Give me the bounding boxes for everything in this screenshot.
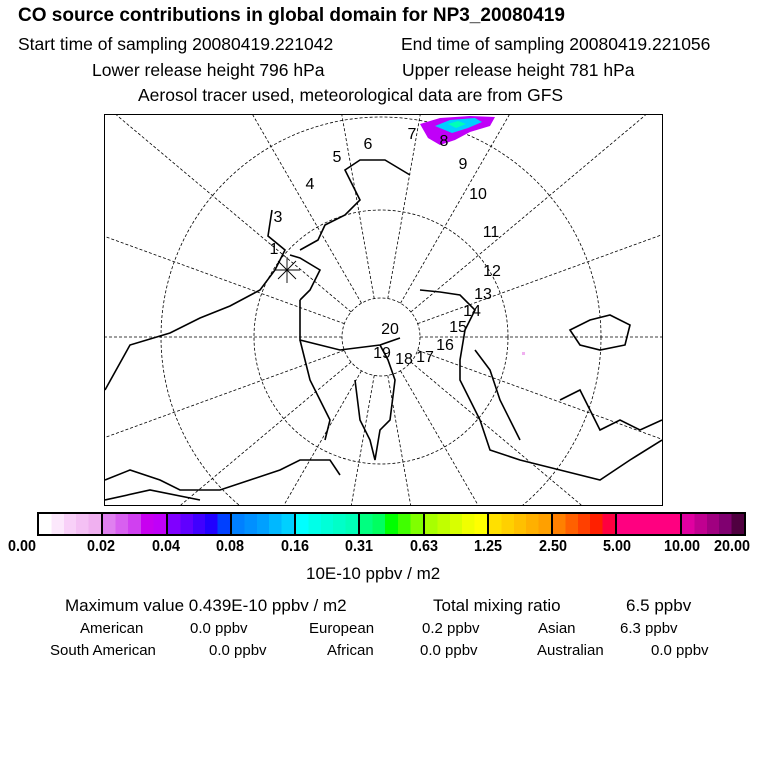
trajectory-label: 5 [333, 149, 342, 166]
region-value-american: 0.0 ppbv [190, 620, 248, 637]
region-name-asian: Asian [538, 620, 576, 637]
meridian-line [105, 349, 345, 438]
colorbar-segment [681, 514, 744, 534]
trajectory-label: 13 [474, 286, 492, 303]
max-value: Maximum value 0.439E-10 ppbv / m2 [65, 596, 347, 615]
meridian-line [387, 375, 412, 505]
total-mixing-label: Total mixing ratio [433, 596, 561, 615]
colorbar-tick-label: 0.16 [280, 538, 309, 555]
meridian-line [400, 115, 510, 304]
colorbar-tick-label: 0.00 [7, 538, 37, 555]
colorbar-tick-label: 20.00 [713, 538, 751, 555]
colorbar-segment [103, 514, 168, 534]
trajectory-label: 17 [416, 349, 434, 366]
trajectory-label: 10 [469, 186, 487, 203]
colorbar-tick-label: 0.31 [345, 538, 374, 555]
region-name-american: American [80, 620, 144, 637]
trajectory-label: 7 [408, 126, 417, 143]
trajectory-label: 14 [463, 303, 481, 320]
colorbar-segment [553, 514, 618, 534]
trajectory-label: 9 [459, 156, 468, 173]
colorbar-segment [231, 514, 297, 534]
region-name-australian: Australian [537, 642, 604, 659]
total-mixing-value: 6.5 ppbv [626, 596, 692, 615]
region-value-asian: 6.3 ppbv [620, 620, 678, 637]
region-name-south-american: South American [50, 642, 156, 659]
meridian-line [252, 115, 362, 304]
coastlines [105, 159, 662, 501]
colorbar-segment [39, 514, 104, 534]
colorbar-tick-label: 0.08 [216, 538, 245, 555]
trajectory-label: 3 [274, 209, 283, 226]
trajectory-label: 18 [395, 351, 413, 368]
trajectory-label: 6 [364, 136, 373, 153]
trajectory-label: 8 [440, 133, 449, 150]
trajectory-label: 1 [270, 241, 279, 258]
trajectory-label: 15 [449, 319, 467, 336]
trajectory-label: 16 [436, 337, 454, 354]
trajectory-label: 11 [483, 224, 500, 241]
colorbar-unit: 10E-10 ppbv / m2 [306, 564, 441, 583]
upper-release-height: Upper release height 781 hPa [402, 60, 635, 80]
polar-map: 1 3 4 5 6 7 8 9 10 11 12 13 14 15 16 17 18 19 20 [104, 114, 663, 506]
meridian-line [417, 349, 662, 440]
meridian-line [410, 115, 646, 313]
trajectory-label: 4 [306, 176, 315, 193]
meridian-line [105, 236, 345, 325]
end-time: End time of sampling 20080419.221056 [401, 34, 711, 54]
meridian-line [341, 115, 375, 299]
colorbar-segment [296, 514, 361, 534]
colorbar-tick-label: 2.50 [538, 538, 567, 555]
graticule [105, 115, 662, 505]
colorbar-segment [167, 514, 232, 534]
colorbar-segment [617, 514, 682, 534]
trajectory-label: 20 [381, 321, 399, 338]
meridian-line [417, 234, 662, 325]
meridian-line [116, 115, 352, 313]
meridian-line [400, 370, 479, 505]
colorbar-segment [424, 514, 489, 534]
start-time: Start time of sampling 20080419.221042 [18, 34, 334, 54]
trajectory-label: 12 [483, 263, 501, 280]
colorbar-tick-label: 10.00 [663, 538, 700, 555]
region-value-african: 0.0 ppbv [420, 642, 478, 659]
colorbar-tick-label: 0.04 [151, 538, 180, 555]
colorbar-segment [488, 514, 554, 534]
colorbar [37, 512, 746, 536]
concentration-plume [420, 116, 525, 355]
meridian-line [180, 361, 352, 505]
region-value-european: 0.2 ppbv [422, 620, 480, 637]
plot-title: CO source contributions in global domain… [18, 5, 565, 26]
tracer-note: Aerosol tracer used, meteorological data… [138, 85, 564, 105]
colorbar-tick-label: 5.00 [603, 538, 632, 555]
trajectory-label: 19 [373, 345, 391, 362]
meridian-line [283, 370, 362, 505]
colorbar-segment [360, 514, 425, 534]
lower-release-height: Lower release height 796 hPa [92, 60, 325, 80]
region-name-european: European [309, 620, 375, 637]
region-value-south-american: 0.0 ppbv [209, 642, 267, 659]
release-marker-icon [274, 257, 300, 283]
region-value-australian: 0.0 ppbv [651, 642, 709, 659]
colorbar-tick-label: 0.02 [87, 538, 116, 555]
colorbar-tick-label: 0.63 [409, 538, 438, 555]
meridian-line [387, 115, 421, 299]
meridian-line [410, 361, 582, 505]
meridian-line [350, 375, 375, 505]
region-name-african: African [327, 642, 374, 659]
colorbar-tick-label: 1.25 [474, 538, 503, 555]
